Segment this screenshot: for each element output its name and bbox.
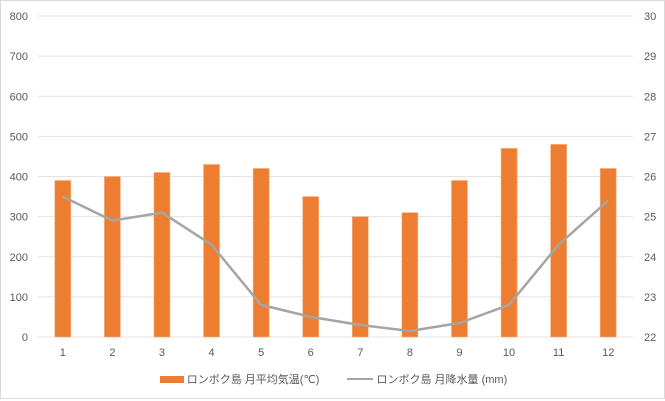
legend-label-temperature: ロンボク島 月平均気温(℃) xyxy=(186,374,320,386)
legend-item-rainfall[interactable]: ロンボク島 月降水量 (mm) xyxy=(347,371,507,387)
gridlines xyxy=(38,15,633,338)
right-tick-label: 28 xyxy=(644,91,656,103)
right-tick-label: 27 xyxy=(644,131,656,143)
x-tick-label: 12 xyxy=(602,347,614,359)
left-tick-label: 0 xyxy=(22,332,28,344)
bar[interactable] xyxy=(252,168,270,338)
right-tick-label: 22 xyxy=(644,332,656,344)
line-series xyxy=(62,195,610,333)
x-tick-label: 2 xyxy=(109,347,115,359)
left-tick-label: 400 xyxy=(10,172,28,184)
x-axis-ticks: 1 2 3 4 5 6 7 8 9 10 11 12 xyxy=(60,347,615,359)
x-tick-label: 3 xyxy=(159,347,165,359)
left-tick-label: 100 xyxy=(10,292,28,304)
bar[interactable] xyxy=(599,168,617,338)
bar-swatch-icon xyxy=(159,375,184,383)
right-tick-label: 30 xyxy=(644,11,656,23)
legend-item-temperature[interactable]: ロンボク島 月平均気温(℃) xyxy=(159,371,320,387)
x-tick-label: 11 xyxy=(553,347,564,359)
rainfall-line[interactable] xyxy=(62,195,610,333)
x-tick-label: 10 xyxy=(503,347,515,359)
x-tick-label: 5 xyxy=(258,347,264,359)
legend: ロンボク島 月平均気温(℃) ロンボク島 月降水量 (mm) xyxy=(1,371,665,387)
bar[interactable] xyxy=(401,212,419,338)
right-tick-label: 23 xyxy=(644,292,656,304)
bar[interactable] xyxy=(351,216,369,338)
left-tick-label: 300 xyxy=(10,212,28,224)
right-axis-ticks: 22 23 24 25 26 27 28 29 30 xyxy=(644,11,656,344)
legend-label-rainfall: ロンボク島 月降水量 (mm) xyxy=(376,374,508,386)
bar-series xyxy=(54,144,617,338)
left-tick-label: 600 xyxy=(10,91,28,103)
bar[interactable] xyxy=(302,196,320,338)
left-tick-label: 800 xyxy=(10,11,28,23)
x-tick-label: 1 xyxy=(60,347,66,359)
bar[interactable] xyxy=(451,180,468,338)
left-tick-label: 500 xyxy=(10,131,28,143)
bar[interactable] xyxy=(104,176,121,338)
bar[interactable] xyxy=(500,148,518,338)
bar[interactable] xyxy=(550,144,567,338)
x-tick-label: 6 xyxy=(308,347,314,359)
left-tick-label: 700 xyxy=(10,51,28,63)
right-tick-label: 24 xyxy=(644,252,656,264)
right-tick-label: 26 xyxy=(644,172,656,184)
x-tick-label: 9 xyxy=(456,347,462,359)
left-axis-ticks: 0 100 200 300 400 500 600 700 800 xyxy=(10,11,28,344)
bar[interactable] xyxy=(54,180,72,338)
bar[interactable] xyxy=(203,164,220,338)
right-tick-label: 25 xyxy=(644,212,656,224)
x-tick-label: 8 xyxy=(407,347,413,359)
right-tick-label: 29 xyxy=(644,51,656,63)
left-tick-label: 200 xyxy=(10,252,28,264)
bar[interactable] xyxy=(153,172,171,338)
line-swatch-icon xyxy=(347,378,374,380)
x-tick-label: 7 xyxy=(357,347,363,359)
x-tick-label: 4 xyxy=(208,347,214,359)
